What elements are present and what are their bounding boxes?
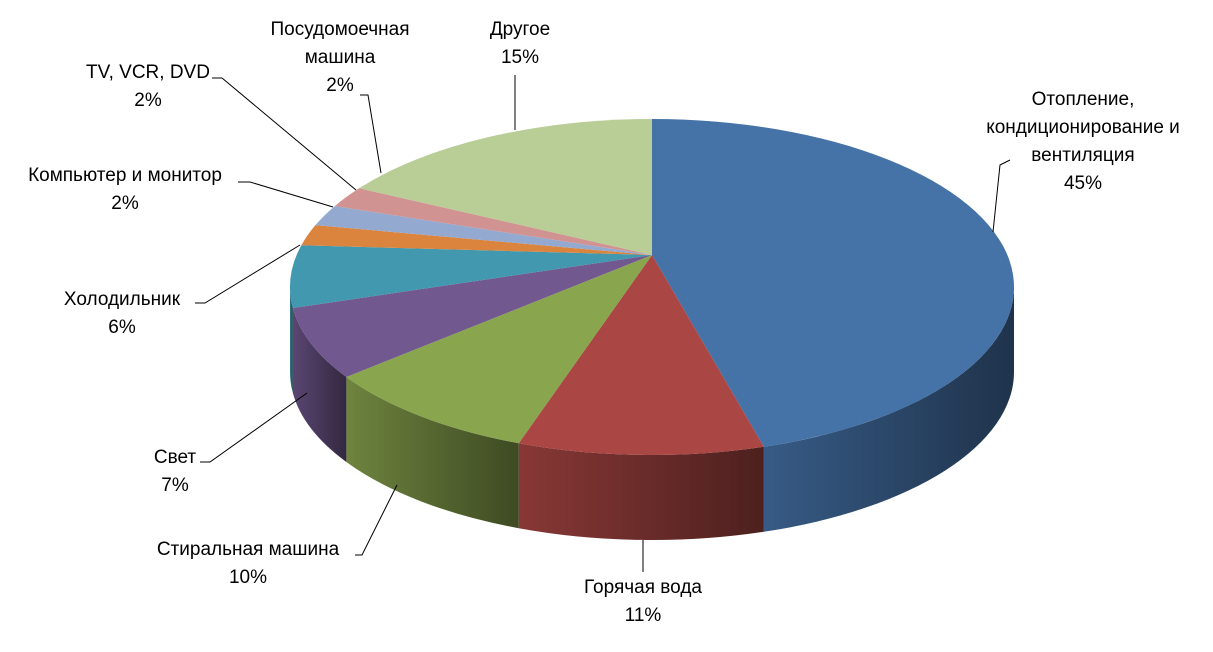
category-label: Горячая вода [584,577,702,598]
slice-side [290,287,293,394]
value-label: 2% [134,90,162,111]
category-label: Отопление, кондиционирование и вентиляци… [986,89,1180,166]
slice [290,245,652,309]
leader-line [992,159,1011,233]
category-label: Стиральная машина [156,539,340,560]
data-label: TV, VCR, DVD 2% [86,59,210,115]
value-label: 15% [500,47,540,68]
leader-line [200,392,308,463]
slice [346,255,652,444]
leader-line [212,77,357,191]
category-label: Посудомоечная машина [270,19,410,68]
leader-line [238,181,334,208]
value-label: 7% [161,475,189,496]
value-label: 2% [111,193,139,214]
category-label: Компьютер и монитор [28,165,222,186]
slice-side [346,377,519,529]
data-label: Компьютер и монитор 2% [28,162,222,218]
data-label: Отопление, кондиционирование и вентиляци… [986,86,1180,198]
value-label: 6% [108,317,136,338]
slice [652,119,1015,447]
value-label: 11% [624,605,662,626]
leader-line [355,484,398,556]
slice [292,255,652,378]
data-label: Холодильник 6% [64,286,180,342]
data-label: Стиральная машина 10% [157,536,339,592]
slice [359,119,652,255]
slice-side [518,443,764,540]
leader-line [195,244,301,304]
category-label: Другое [489,19,551,40]
data-label: Горячая вода 11% [584,574,702,630]
leader-line [360,94,382,174]
category-label: TV, VCR, DVD [86,62,210,83]
value-label: 10% [228,567,268,588]
slice [301,225,652,255]
slice-side [763,287,1014,532]
value-label: 2% [326,75,354,96]
data-label: Посудомоечная машина 2% [270,16,409,100]
value-label: 45% [1063,173,1103,194]
slice-side [292,308,347,463]
data-label: Свет 7% [154,444,196,500]
slice [334,188,652,255]
category-label: Холодильник [63,289,181,310]
slice [518,255,764,455]
data-label: Другое 15% [490,16,550,72]
slice [315,206,652,255]
category-label: Свет [153,447,197,468]
